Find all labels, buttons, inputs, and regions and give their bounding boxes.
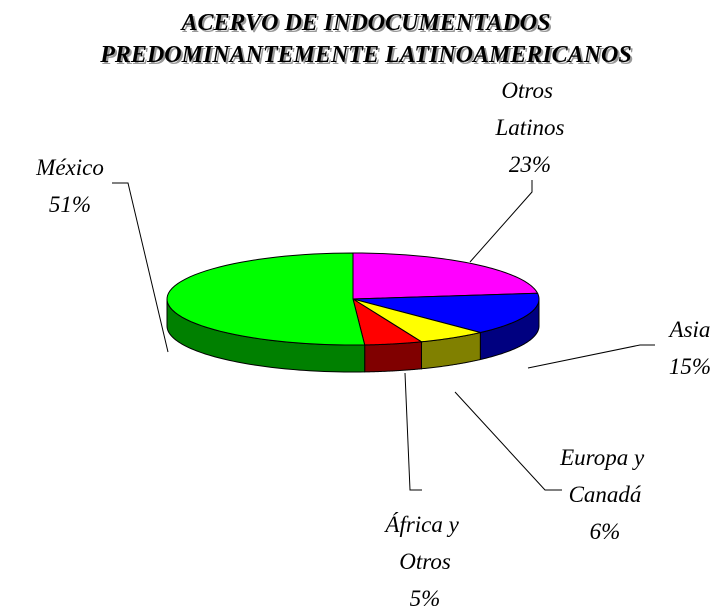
title-shadow: PREDOMINANTEMENTE LATINOAMERICANOS: [101, 44, 633, 70]
pie-slice: [352, 298, 481, 343]
category-label: México: [35, 155, 104, 180]
pie-slice: [352, 252, 539, 300]
value-label: 5%: [410, 586, 441, 610]
title-shadow: ACERVO DE INDOCUMENTADOS: [182, 12, 553, 38]
leader-line: [112, 182, 169, 353]
pie-side: [364, 341, 422, 373]
pie-slice: [352, 297, 423, 346]
value-label: 23%: [509, 152, 551, 177]
value-label: 15%: [669, 354, 711, 379]
value-label: 6%: [590, 519, 621, 544]
leader-line: [527, 344, 655, 369]
leader-line: [469, 180, 533, 263]
category-label: Otros Latinos: [494, 78, 564, 140]
leader-line: [404, 372, 422, 491]
pie-slice: [166, 252, 366, 346]
category-label: Asia: [668, 317, 711, 342]
chart-title: ACERVO DE INDOCUMENTADOS: [180, 10, 551, 36]
pie-slice: [352, 292, 540, 334]
value-label: 51%: [49, 192, 91, 217]
chart-title: PREDOMINANTEMENTE LATINOAMERICANOS: [99, 42, 631, 68]
leader-line: [454, 391, 562, 491]
category-label: África y Otros: [383, 512, 464, 574]
category-label: Europa y Canadá: [559, 445, 650, 507]
